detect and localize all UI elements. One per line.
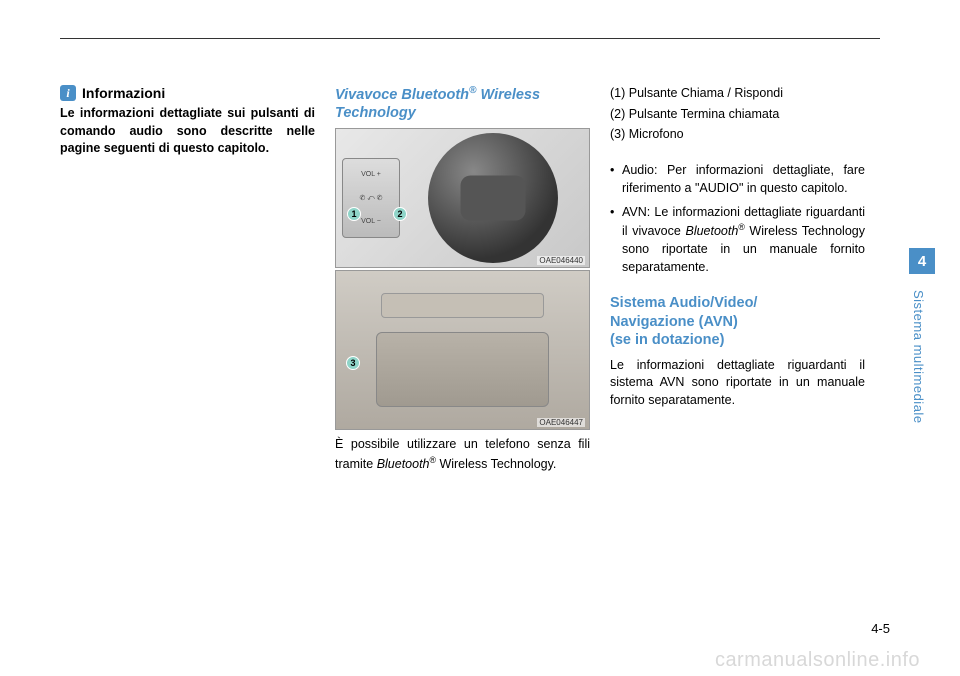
avn-title-l2: Navigazione (AVN)	[610, 314, 738, 330]
legend-item-1: (1) Pulsante Chiama / Rispondi	[610, 85, 865, 103]
figure-1-label: OAE046440	[537, 256, 585, 265]
avn-title-l3: (se in dotazione)	[610, 332, 724, 348]
vol-down-label: VOL −	[361, 218, 381, 225]
info-body: Le informazioni dettagliate sui pulsanti…	[60, 105, 315, 158]
avn-title: Sistema Audio/Video/ Navigazione (AVN) (…	[610, 294, 865, 348]
legend-item-3: (3) Microfono	[610, 126, 865, 144]
column-3: (1) Pulsante Chiama / Rispondi (2) Pulsa…	[610, 85, 865, 473]
call-icons: ✆ ⤺ ✆	[359, 194, 382, 203]
content-columns: i Informazioni Le informazioni dettaglia…	[60, 85, 910, 473]
volume-control-panel: VOL + ✆ ⤺ ✆ VOL − 1 2	[342, 158, 400, 238]
bluetooth-title: Vivavoce Bluetooth® Wireless Technology	[335, 85, 590, 122]
page-number: 4-5	[871, 621, 890, 636]
figure-2-label: OAE046447	[537, 418, 585, 427]
info-title: Informazioni	[82, 85, 165, 101]
manual-page: i Informazioni Le informazioni dettaglia…	[0, 0, 960, 676]
info-header: i Informazioni	[60, 85, 315, 101]
steering-hub	[460, 176, 525, 221]
figure-overhead-console: 3 OAE046447	[335, 270, 590, 430]
bullet-audio: Audio: Per informazioni dettagliate, far…	[610, 161, 865, 197]
spacer	[610, 147, 865, 161]
bullet-avn: AVN: Le informazioni dettagliate riguard…	[610, 203, 865, 277]
info-icon: i	[60, 85, 76, 101]
column-2: Vivavoce Bluetooth® Wireless Technology …	[335, 85, 590, 473]
avn-title-l1: Sistema Audio/Video/	[610, 295, 757, 311]
overhead-compartment	[376, 332, 549, 407]
chapter-tab: 4	[909, 248, 935, 274]
chapter-label: Sistema multimediale	[911, 290, 926, 424]
caption-c: Wireless Technology.	[436, 457, 556, 471]
figure-steering-wheel: VOL + ✆ ⤺ ✆ VOL − 1 2 OAE046440	[335, 128, 590, 268]
bullet2-b-italic: Bluetooth	[685, 224, 738, 238]
steering-wheel-graphic	[428, 133, 558, 263]
bt-title-sup: ®	[469, 85, 476, 96]
bt-title-part1: Vivavoce Bluetooth	[335, 87, 469, 103]
callout-3: 3	[346, 356, 360, 370]
watermark: carmanualsonline.info	[715, 649, 920, 672]
bluetooth-caption: È possibile utilizzare un telefono senza…	[335, 436, 590, 473]
avn-body: Le informazioni dettagliate riguardanti …	[610, 357, 865, 410]
caption-b-italic: Bluetooth	[377, 457, 430, 471]
callout-2: 2	[393, 207, 407, 221]
callout-1: 1	[347, 207, 361, 221]
legend-item-2: (2) Pulsante Termina chiamata	[610, 106, 865, 124]
top-rule	[60, 38, 880, 39]
overhead-panel	[381, 293, 543, 318]
vol-up-label: VOL +	[361, 171, 381, 178]
column-1: i Informazioni Le informazioni dettaglia…	[60, 85, 315, 473]
